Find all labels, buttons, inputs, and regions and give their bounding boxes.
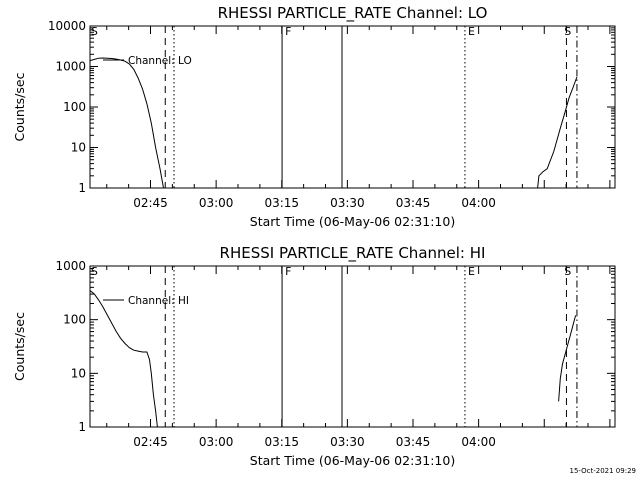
event-marker-label: S (91, 25, 98, 38)
y-tick-label: 1000 (55, 60, 86, 74)
x-tick-label: 03:00 (199, 435, 234, 449)
y-tick-label: 10 (71, 141, 86, 155)
x-axis-label: Start Time (06-May-06 02:31:10) (250, 214, 455, 229)
x-tick-label: 03:15 (264, 435, 299, 449)
x-axis-label: Start Time (06-May-06 02:31:10) (250, 453, 455, 468)
event-marker-label: E (468, 265, 475, 278)
y-tick-label: 100 (63, 100, 86, 114)
event-marker-label: S (564, 25, 571, 38)
x-tick-label: 04:00 (461, 435, 496, 449)
y-axis-label: Counts/sec (12, 312, 27, 381)
event-marker-label: S (91, 265, 98, 278)
x-tick-label: 03:45 (396, 196, 431, 210)
y-tick-label: 1 (78, 420, 86, 434)
series-line-segment (90, 290, 158, 427)
event-marker-label: S (564, 265, 571, 278)
footer-timestamp: 15-Oct-2021 09:29 (570, 467, 636, 475)
x-tick-label: 03:00 (199, 196, 234, 210)
y-axis-label: Counts/sec (12, 72, 27, 141)
event-marker-label: F (285, 265, 291, 278)
y-tick-label: 100 (63, 313, 86, 327)
x-tick-label: 02:45 (133, 435, 168, 449)
x-tick-label: 04:00 (461, 196, 496, 210)
series-line-segment (90, 57, 164, 188)
x-tick-label: 03:15 (264, 196, 299, 210)
chart-panel-hi: RHESSI PARTICLE_RATE Channel: HI Start Ti… (12, 244, 616, 468)
series-line-segment (558, 315, 577, 402)
y-tick-label: 1000 (55, 259, 86, 273)
chart-title: RHESSI PARTICLE_RATE Channel: HI (220, 244, 486, 263)
chart-title: RHESSI PARTICLE_RATE Channel: LO (218, 4, 488, 23)
legend-label: Channel: HI (128, 295, 189, 307)
x-tick-label: 03:45 (396, 435, 431, 449)
chart-panel-lo: RHESSI PARTICLE_RATE Channel: LO Start Ti… (12, 4, 616, 229)
x-tick-label: 03:30 (330, 435, 365, 449)
series-line-segment (537, 76, 578, 188)
legend-label: Channel: LO (128, 55, 192, 67)
event-marker-label: E (468, 25, 475, 38)
x-tick-label: 03:30 (330, 196, 365, 210)
plot-frame (89, 25, 616, 189)
event-marker-label: F (285, 25, 291, 38)
y-tick-label: 10 (71, 366, 86, 380)
plot-frame (89, 265, 616, 428)
y-tick-label: 10000 (48, 19, 86, 33)
x-tick-label: 02:45 (133, 196, 168, 210)
y-tick-label: 1 (78, 181, 86, 195)
